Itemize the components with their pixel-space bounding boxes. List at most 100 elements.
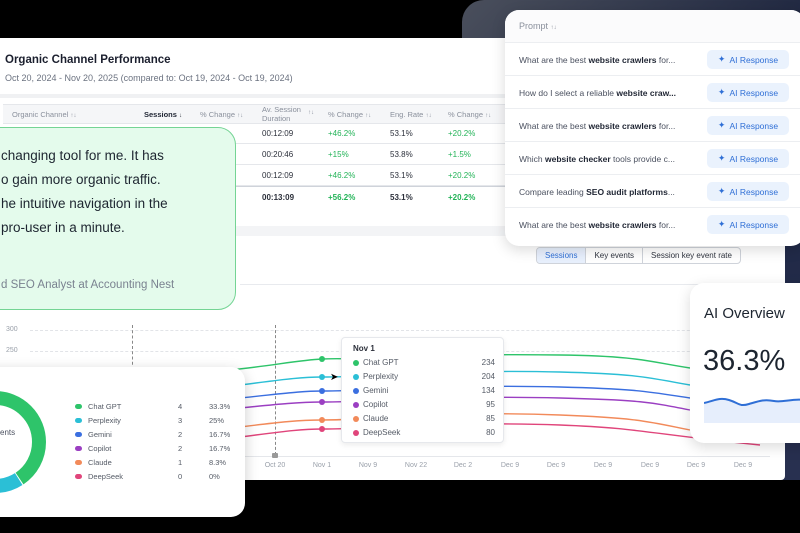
series-dot-icon <box>353 388 359 394</box>
legend-dot-icon <box>75 474 82 479</box>
testimonial-author: d SEO Analyst at Accounting Nest <box>1 279 175 291</box>
sparkline <box>704 397 800 423</box>
prompt-row[interactable]: Compare leading SEO audit platforms... ✦… <box>505 175 800 208</box>
ai-response-button[interactable]: ✦ AI Response <box>707 149 789 168</box>
tab-sessions[interactable]: Sessions <box>537 248 586 263</box>
x-tick: Dec 9 <box>546 462 566 469</box>
sort-icon[interactable]: ↑↓ <box>308 110 314 116</box>
prompt-row[interactable]: What are the best website crawlers for..… <box>505 43 800 76</box>
ai-response-button[interactable]: ✦ AI Response <box>707 182 789 201</box>
x-tick: Oct 20 <box>264 462 286 469</box>
legend-dot-icon <box>75 446 82 451</box>
reference-line <box>132 325 133 370</box>
sparkle-icon: ✦ <box>717 153 726 163</box>
metric-tabs: Sessions Key events Session key event ra… <box>536 247 741 264</box>
x-tick: Dec 9 <box>733 462 753 469</box>
prompt-text: What are the best website crawlers for..… <box>519 220 676 230</box>
testimonial-line: pro-user in a minute. <box>1 220 125 235</box>
ai-response-button[interactable]: ✦ AI Response <box>707 83 789 102</box>
duration-change: +46.2% <box>328 171 356 180</box>
ai-response-button[interactable]: ✦ AI Response <box>707 116 789 135</box>
series-dot-icon <box>353 430 359 436</box>
tab-session-key-event-rate[interactable]: Session key event rate <box>642 248 740 263</box>
prompt-text: What are the best website crawlers for..… <box>519 121 676 131</box>
x-tick: Dec 9 <box>593 462 613 469</box>
x-tick: Dec 2 <box>453 462 473 469</box>
eng-change: +20.2% <box>448 193 476 202</box>
legend-dot-icon <box>75 460 82 465</box>
donut-center-label: ents <box>0 428 16 437</box>
ai-response-button[interactable]: ✦ AI Response <box>707 50 789 69</box>
eng-rate: 53.1% <box>390 193 413 202</box>
prompt-row[interactable]: What are the best website crawlers for..… <box>505 109 800 142</box>
gridline <box>30 330 770 331</box>
duration-change: +46.2% <box>328 129 356 138</box>
sparkle-icon: ✦ <box>717 87 726 97</box>
sort-icon: ↑↓ <box>70 113 77 119</box>
prompt-panel: Prompt ↑↓ What are the best website craw… <box>505 10 800 246</box>
testimonial-card: changing tool for me. It has o gain more… <box>0 127 236 310</box>
eng-change: +20.2% <box>448 171 476 180</box>
x-tick: Dec 9 <box>500 462 520 469</box>
eng-change: +20.2% <box>448 129 476 138</box>
legend-item: Gemini 2 16.7% <box>75 430 235 442</box>
y-tick: 300 <box>6 326 18 333</box>
sort-icon: ↑↓ <box>365 113 372 119</box>
x-axis <box>240 456 770 457</box>
legend-item: Perplexity 3 25% <box>75 416 235 428</box>
column-header-change-eng[interactable]: % Change ↑↓ <box>448 110 492 119</box>
divider <box>0 94 785 98</box>
prompt-text: Compare leading SEO audit platforms... <box>519 187 675 197</box>
testimonial-line: o gain more organic traffic. <box>1 172 161 187</box>
column-header-change-duration[interactable]: % Change ↑↓ <box>328 110 372 119</box>
prompt-row[interactable]: Which website checker tools provide c...… <box>505 142 800 175</box>
donut-chart <box>0 391 46 493</box>
eng-rate: 53.1% <box>390 129 413 138</box>
tooltip-item: Gemini 134 <box>353 386 495 398</box>
prompt-row[interactable]: What are the best website crawlers for..… <box>505 208 800 241</box>
sort-icon: ↑↓ <box>485 113 492 119</box>
tab-key-events[interactable]: Key events <box>585 248 642 263</box>
table-row[interactable]: 00:12:09 +46.2% 53.1% +20.2% <box>3 123 523 144</box>
sort-icon: ↑↓ <box>550 25 557 31</box>
tooltip-item: Copilot 95 <box>353 400 495 412</box>
legend-item: DeepSeek 0 0% <box>75 472 235 484</box>
x-tick: Nov 9 <box>358 462 378 469</box>
table-row[interactable]: 00:12:09 +46.2% 53.1% +20.2% <box>3 165 523 186</box>
tooltip-date: Nov 1 <box>353 344 375 353</box>
prompt-text: How do I select a reliable website craw.… <box>519 88 677 98</box>
tooltip-item: Claude 85 <box>353 414 495 426</box>
legend-dot-icon <box>75 432 82 437</box>
sparkle-icon: ✦ <box>717 54 726 64</box>
session-duration: 00:12:09 <box>262 171 294 180</box>
section-divider <box>0 226 785 236</box>
column-header-sessions[interactable]: Sessions ↓ <box>144 110 183 119</box>
reference-line <box>275 325 276 455</box>
ai-response-button[interactable]: ✦ AI Response <box>707 215 789 234</box>
prompt-text: Which website checker tools provide c... <box>519 154 675 164</box>
ai-mentions-card: ents Chat GPT 4 33.3% Perplexity 3 25% Gemin… <box>0 367 245 517</box>
column-header-change-sessions[interactable]: % Change ↑↓ <box>200 110 244 119</box>
column-header-organic-channel[interactable]: Organic Channel ↑↓ <box>12 110 77 119</box>
column-header-eng-rate[interactable]: Eng. Rate ↑↓ <box>390 110 432 119</box>
column-header-session-duration[interactable]: Av. Session Duration <box>262 105 301 123</box>
sort-icon: ↑↓ <box>425 113 432 119</box>
sparkle-icon: ✦ <box>717 186 726 196</box>
table-row[interactable]: 00:20:46 +15% 53.8% +1.5% <box>3 144 523 165</box>
series-dot-icon <box>353 360 359 366</box>
eng-rate: 53.8% <box>390 150 413 159</box>
series-dot-icon <box>353 416 359 422</box>
prompt-row[interactable]: How do I select a reliable website craw.… <box>505 76 800 109</box>
x-tick: Dec 9 <box>640 462 660 469</box>
column-header-prompt[interactable]: Prompt ↑↓ <box>519 21 557 31</box>
legend-item: Claude 1 8.3% <box>75 458 235 470</box>
table-total-row: 00:13:09 +56.2% 53.1% +20.2% <box>3 186 523 207</box>
ai-overview-value: 36.3% <box>703 345 786 377</box>
series-dot-icon <box>353 374 359 380</box>
tooltip-item: DeepSeek 80 <box>353 428 495 440</box>
x-tick: Dec 9 <box>686 462 706 469</box>
tooltip-item: Chat GPT 234 <box>353 358 495 370</box>
card-title: AI Overview <box>704 305 785 322</box>
sparkle-icon: ✦ <box>717 219 726 229</box>
session-duration: 00:13:09 <box>262 193 295 202</box>
